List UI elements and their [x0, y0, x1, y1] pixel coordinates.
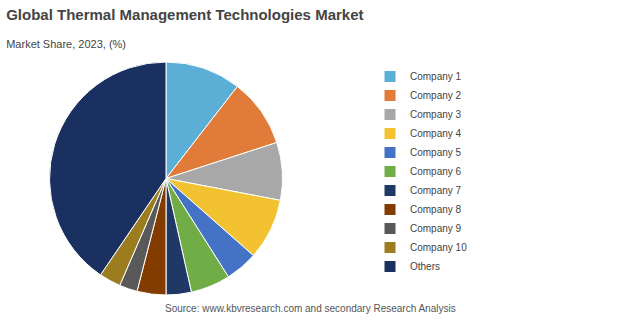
svg-text:Company 1: Company 1	[410, 71, 462, 82]
svg-text:Company 9: Company 9	[410, 223, 462, 234]
svg-text:Company 10: Company 10	[410, 242, 467, 253]
svg-text:Company 5: Company 5	[410, 147, 462, 158]
svg-text:Global Thermal Management Tech: Global Thermal Management Technologies M…	[6, 6, 363, 23]
svg-text:Market Share, 2023, (%): Market Share, 2023, (%)	[6, 38, 126, 50]
svg-text:Company 6: Company 6	[410, 166, 462, 177]
svg-text:Company 4: Company 4	[410, 128, 462, 139]
svg-text:Others: Others	[410, 261, 440, 272]
svg-text:Source: www.kbvresearch.com an: Source: www.kbvresearch.com and secondar…	[165, 303, 456, 314]
svg-text:Company 3: Company 3	[410, 109, 462, 120]
svg-text:Company 2: Company 2	[410, 90, 462, 101]
svg-text:Company 8: Company 8	[410, 204, 462, 215]
svg-text:Company 7: Company 7	[410, 185, 462, 196]
